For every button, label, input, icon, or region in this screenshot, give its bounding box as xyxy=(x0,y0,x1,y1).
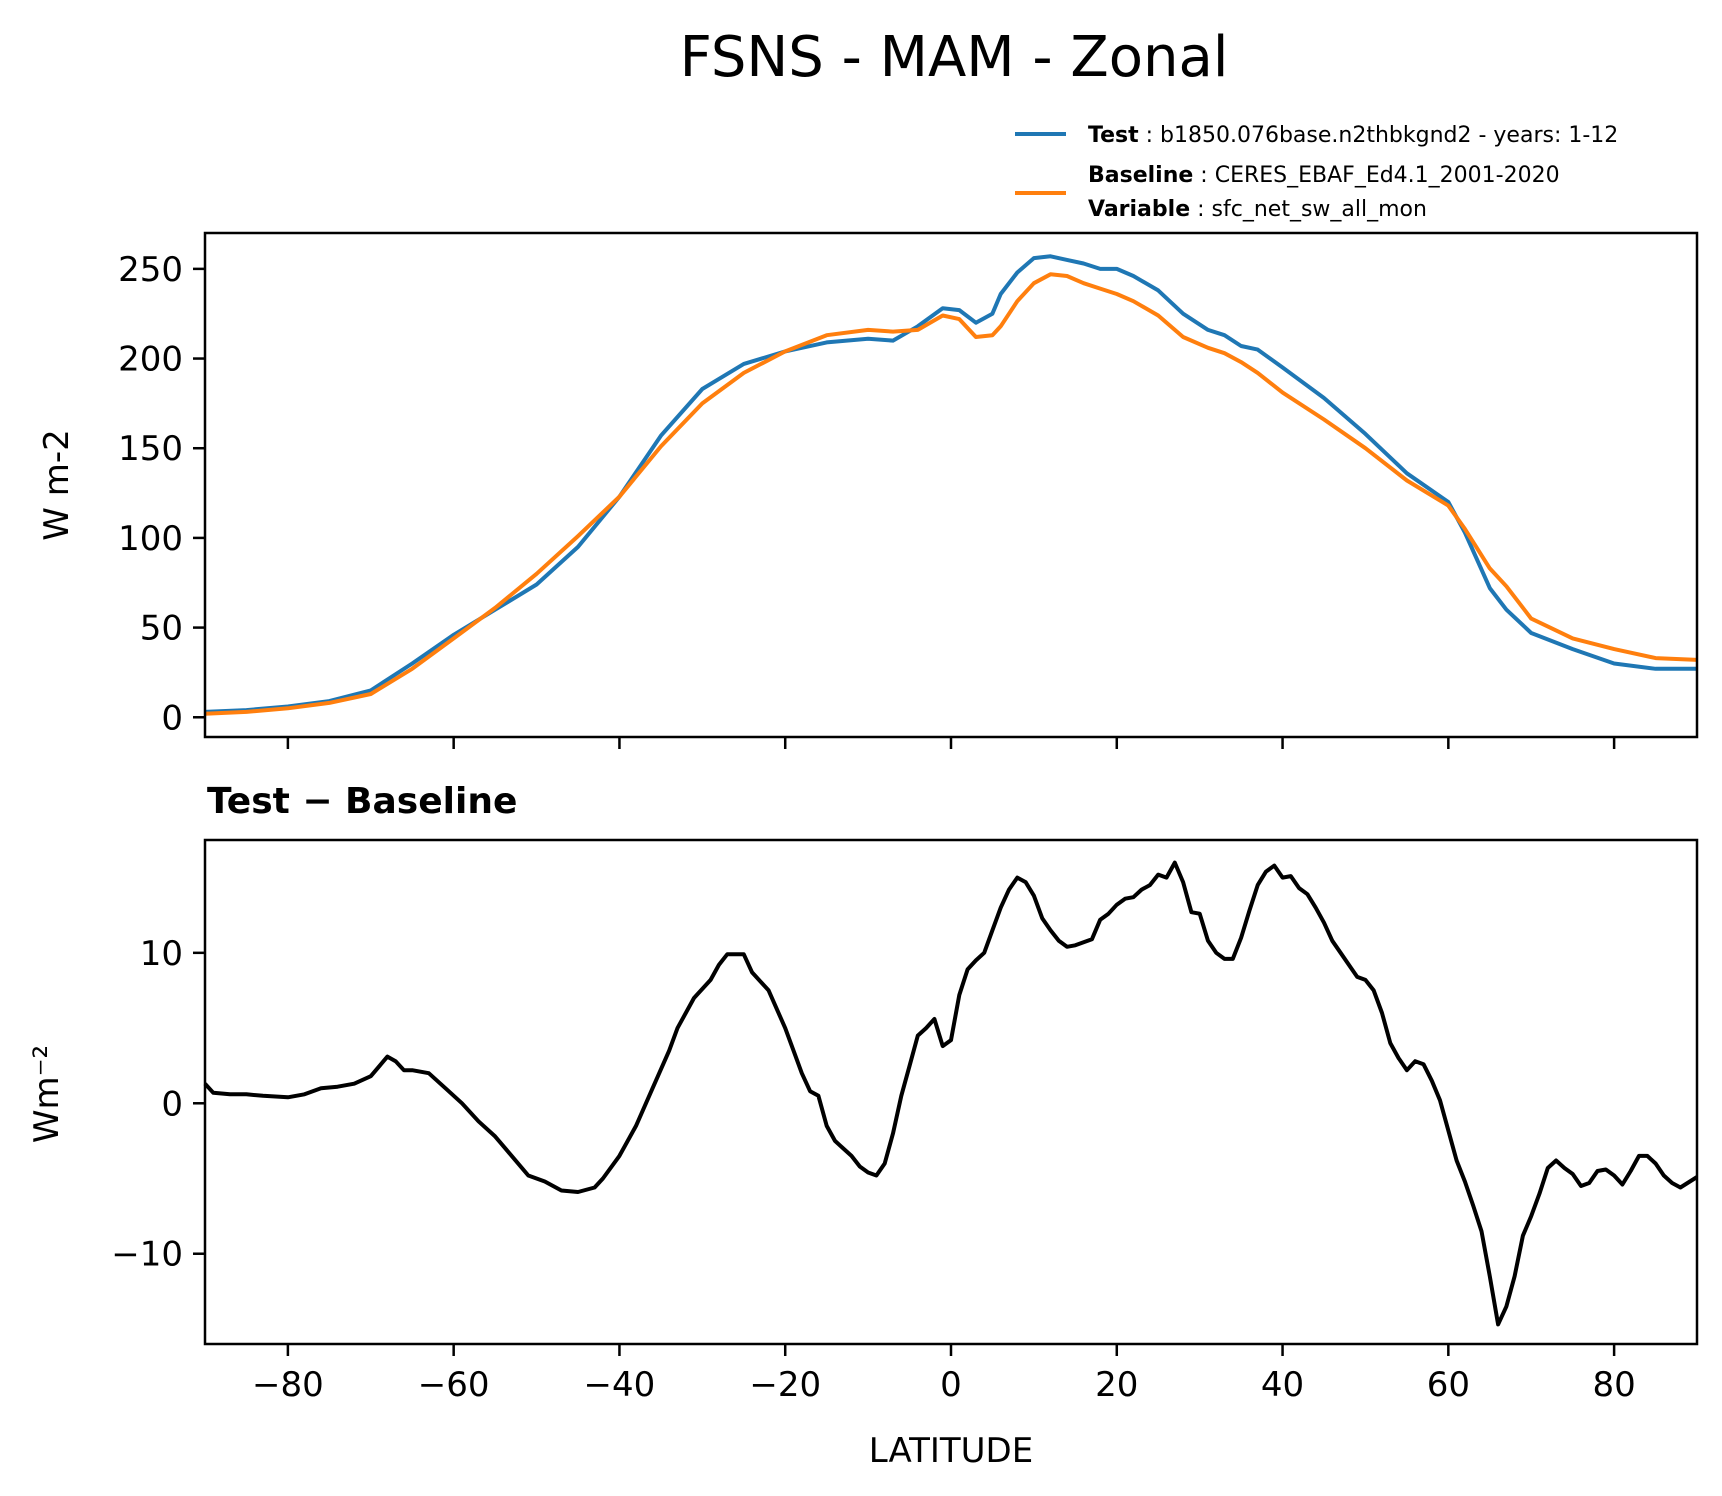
top-series-line-baseline xyxy=(204,272,1698,716)
x-tick-label: 0 xyxy=(940,1365,962,1405)
x-tick-label: −20 xyxy=(749,1365,821,1405)
legend-baseline-value: CERES_EBAF_Ed4.1_2001-2020 xyxy=(1215,163,1560,188)
top-y-axis-label: W m-2 xyxy=(37,429,77,540)
chart-title: FSNS - MAM - Zonal xyxy=(680,25,1229,90)
legend-variable-sep: : xyxy=(1190,197,1211,222)
legend-entry-test: Test : b1850.076base.n2thbkgnd2 - years:… xyxy=(1088,123,1618,148)
top-x-axis xyxy=(286,737,1616,749)
x-tick-label: −40 xyxy=(584,1365,656,1405)
legend-variable-key: Variable xyxy=(1088,197,1190,222)
legend-test-key: Test xyxy=(1088,123,1139,148)
top-y-tick-label: 100 xyxy=(118,519,183,559)
legend-variable-value: sfc_net_sw_all_mon xyxy=(1212,197,1427,222)
x-tick-label: 40 xyxy=(1261,1365,1304,1405)
top-series-group xyxy=(204,254,1698,716)
legend-entry-variable: Variable : sfc_net_sw_all_mon xyxy=(1088,197,1427,222)
bottom-series-line-test-baseline xyxy=(203,860,1699,1327)
legend: Test : b1850.076base.n2thbkgnd2 - years:… xyxy=(1015,123,1618,222)
legend-baseline-key: Baseline xyxy=(1088,163,1193,188)
bottom-y-tick-label: 10 xyxy=(140,934,183,974)
bottom-plot-frame xyxy=(203,838,1699,1346)
x-tick-label: −60 xyxy=(418,1365,490,1405)
legend-test-sep: : xyxy=(1139,123,1160,148)
x-axis-label: LATITUDE xyxy=(869,1431,1033,1471)
top-series-line-test xyxy=(204,254,1697,714)
bottom-y-axis: −10 0 10 xyxy=(111,934,205,1275)
top-panel: 0 50 100 150 200 250 W m-2 xyxy=(37,231,1699,749)
legend-baseline-sep: : xyxy=(1193,163,1214,188)
bottom-x-axis: −80 −60 −40 −20 0 20 40 60 80 xyxy=(252,1344,1636,1405)
bottom-panel: Test − Baseline −10 0 10 −80 −60 −40 −20 0 20 40… xyxy=(27,781,1699,1471)
top-y-tick-label: 150 xyxy=(118,429,183,469)
x-tick-label: 80 xyxy=(1592,1365,1635,1405)
legend-test-value: b1850.076base.n2thbkgnd2 - years: 1-12 xyxy=(1160,123,1618,148)
top-plot-frame xyxy=(203,231,1699,739)
bottom-y-tick-label: 0 xyxy=(161,1084,183,1124)
legend-entry-baseline: Baseline : CERES_EBAF_Ed4.1_2001-2020 xyxy=(1088,163,1560,188)
top-y-tick-label: 50 xyxy=(140,609,183,649)
top-y-tick-label: 0 xyxy=(161,698,183,738)
x-tick-label: 60 xyxy=(1427,1365,1470,1405)
bottom-y-axis-label: Wm⁻² xyxy=(27,1045,67,1143)
top-y-tick-label: 200 xyxy=(118,340,183,380)
x-tick-label: 20 xyxy=(1095,1365,1138,1405)
top-y-axis: 0 50 100 150 200 250 xyxy=(118,250,205,738)
top-y-tick-label: 250 xyxy=(118,250,183,290)
bottom-series-group xyxy=(203,860,1699,1327)
x-tick-label: −80 xyxy=(252,1365,324,1405)
bottom-panel-title: Test − Baseline xyxy=(207,781,517,822)
bottom-y-tick-label: −10 xyxy=(111,1235,183,1275)
